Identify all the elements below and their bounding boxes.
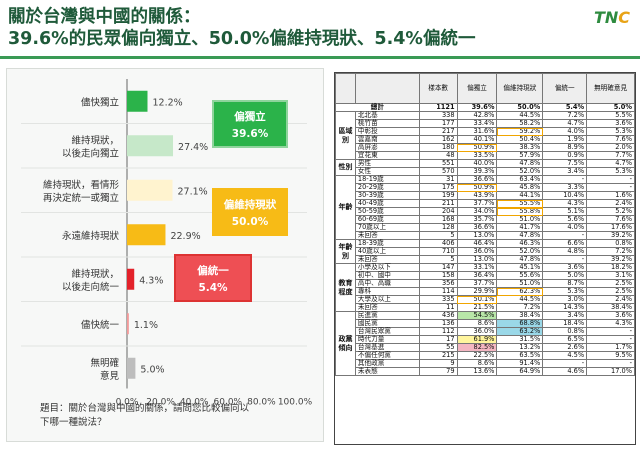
table-row: 雲嘉南 162 40.1% 50.4% 1.9% 7.6% — [336, 135, 635, 144]
table-cell: 4.8% — [542, 247, 588, 256]
category-label: 維持現狀，看情形 — [43, 179, 120, 191]
table-row: 年齡別 18-39歲 406 46.4% 46.3% 6.6% 0.8% — [335, 239, 635, 264]
category-label: 儘快統一 — [81, 319, 120, 331]
table-header-cell — [354, 73, 420, 104]
table-group-label: 年齡別 — [335, 239, 356, 264]
category-label: 無明確 — [90, 357, 119, 369]
table-cell: 4.5% — [542, 351, 588, 360]
bar-value-label: 27.4% — [178, 142, 208, 153]
table-group-label: 政黨傾向 — [335, 311, 356, 376]
table-row: 30-39歲 199 43.9% 44.1% 10.4% 1.6% — [336, 191, 635, 200]
tnc-logo: TNC — [593, 8, 630, 27]
callout-label: 偏統一 — [197, 264, 229, 277]
table-cell: 9.5% — [586, 351, 635, 360]
table-header-cell: 偏統一 — [542, 73, 588, 104]
callout-value: 5.4% — [198, 282, 228, 294]
category-label: 永遠維持現狀 — [62, 230, 120, 242]
category-label: 意見 — [100, 370, 120, 382]
chart-panel: 儘快獨立 12.2% 維持現狀， 以後走向獨立 27.4% 維持現狀，看情形 再決定統一或獨… — [6, 68, 324, 442]
table-cell: 未表態 — [354, 367, 420, 376]
bar-value-label: 5.0% — [140, 364, 164, 375]
table-row: 年齡 18-19歲 31 36.6% 63.4% - - — [335, 175, 635, 240]
table-cell: 5.3% — [586, 167, 635, 176]
table-row: 區域別 北北基 338 42.8% 44.5% 7.2% 5.5% — [335, 111, 635, 160]
bar — [127, 268, 135, 290]
table-group-label: 年齡 — [335, 175, 356, 240]
table-group-label: 教育程度 — [335, 263, 356, 312]
x-tick-label: 100.0% — [278, 398, 313, 408]
category-label: 以後走向統一 — [62, 281, 120, 293]
table-cell: 64.9% — [496, 367, 544, 376]
category-label: 維持現狀， — [71, 268, 119, 280]
table-row: 桃竹苗 177 33.4% 58.2% 4.7% 3.6% — [336, 119, 635, 128]
bar-value-label: 27.1% — [178, 186, 208, 197]
bar-value-label: 1.1% — [134, 320, 158, 331]
callout-box — [212, 188, 288, 236]
category-label: 以後走向獨立 — [62, 147, 119, 159]
category-label: 儘快獨立 — [81, 96, 119, 108]
title-line-2: 39.6%的民眾偏向獨立、50.0%偏維持現狀、5.4%偏統一 — [8, 29, 476, 49]
callout-value: 50.0% — [232, 216, 269, 228]
table-row: 台灣民眾黨 112 36.0% 63.2% 0.8% - — [336, 327, 635, 336]
bar-value-label: 12.2% — [152, 97, 182, 108]
callout-box — [174, 254, 252, 302]
x-tick-label: 20.0% — [146, 398, 175, 408]
bar-value-label: 4.3% — [139, 275, 163, 286]
table-row: 未表態 79 13.6% 64.9% 4.6% 17.0% — [336, 367, 635, 376]
bar — [127, 179, 173, 201]
table-header-cell: 樣本數 — [418, 73, 458, 104]
bar — [127, 357, 136, 379]
table-cell: 4.6% — [542, 367, 588, 376]
x-tick-label: 80.0% — [247, 398, 276, 408]
table-cell: 4.3% — [586, 319, 635, 328]
question-text: 題目：關於台灣與中國的關係，請問您比較偏向以 下哪一種說法？ — [40, 402, 300, 430]
question-line-1: 題目：關於台灣與中國的關係，請問您比較偏向以 — [40, 403, 250, 414]
table-cell: 3.4% — [542, 167, 588, 176]
table-group-label: 區域別 — [335, 111, 356, 160]
bar-chart: 儘快獨立 12.2%維持現狀，以後走向獨立27.4%維持現狀，看情形再決定統一或獨… — [21, 79, 313, 408]
question-line-2: 下哪一種說法？ — [40, 417, 107, 428]
table-cell: 79 — [418, 367, 458, 376]
table-cell: - — [586, 175, 635, 184]
table-cell: - — [586, 327, 635, 336]
table-header-cell — [335, 73, 356, 104]
header-divider — [0, 56, 640, 59]
callout-label: 偏維持現狀 — [224, 198, 277, 211]
bar — [127, 313, 129, 335]
table-group-label: 性別 — [335, 159, 356, 176]
title-line-1: 關於台灣與中國的關係： — [8, 7, 201, 27]
table-row: 未回答 5 13.0% 47.8% -39.2% — [336, 231, 635, 240]
table-cell: 13.6% — [456, 367, 498, 376]
bar — [127, 135, 174, 157]
category-label: 再決定統一或獨立 — [43, 192, 119, 204]
table-row: 60-69歲 168 35.7% 51.0% 5.6% 7.6% — [336, 215, 635, 224]
table-header-cell: 無明確意見 — [586, 73, 635, 104]
table-header-cell: 偏獨立 — [456, 73, 498, 104]
table-header-row: 樣本數 偏獨立 偏維持現狀 偏統一 無明確意見 — [335, 73, 635, 104]
callout-value: 39.6% — [232, 128, 269, 140]
table-row: 女性 570 39.3% 52.0% 3.4% 5.3% — [336, 167, 635, 176]
bar-value-label: 22.9% — [170, 231, 200, 242]
callout-box — [212, 100, 288, 148]
bar — [127, 224, 166, 246]
table-cell: 4.0% — [542, 223, 588, 232]
page-title: 關於台灣與中國的關係： 39.6%的民眾偏向獨立、50.0%偏維持現狀、5.4%… — [8, 6, 568, 50]
bar — [127, 90, 148, 112]
crosstab-table: 樣本數 偏獨立 偏維持現狀 偏統一 無明確意見 總計 1121 39.6% 50.0% 5.4%… — [335, 73, 635, 376]
table-row: 70歲以上 128 36.6% 41.7% 4.0% 17.6% — [336, 223, 635, 232]
x-tick-label: 40.0% — [180, 398, 209, 408]
callout-label: 偏獨立 — [234, 110, 266, 123]
table-cell: 17.0% — [586, 367, 635, 376]
table-header-cell: 偏維持現狀 — [496, 73, 544, 104]
category-label: 維持現狀， — [71, 134, 119, 146]
crosstab-table-panel: 樣本數 偏獨立 偏維持現狀 偏統一 無明確意見 總計 1121 39.6% 50.0% 5.4%… — [334, 72, 636, 445]
x-tick-label: 0.0% — [116, 398, 139, 408]
x-tick-label: 60.0% — [214, 398, 243, 408]
